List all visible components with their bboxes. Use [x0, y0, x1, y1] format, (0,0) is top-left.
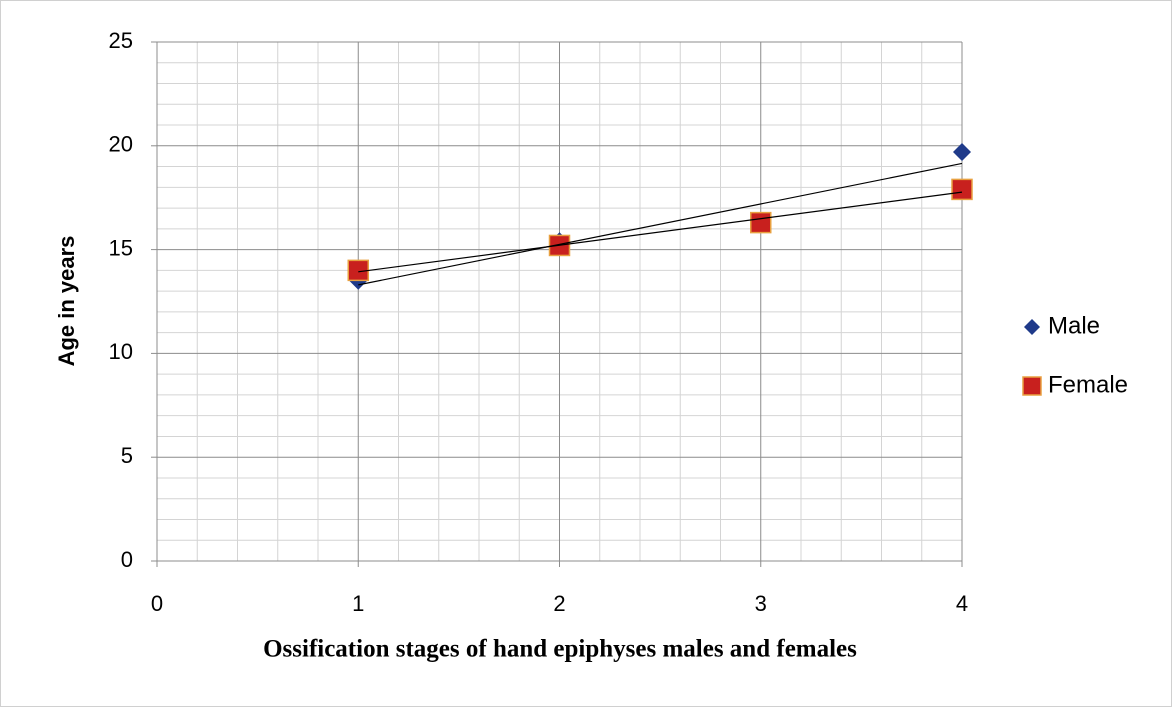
point — [951, 178, 973, 201]
x-tick-label: 3 — [755, 591, 767, 616]
legend-label: Male — [1048, 312, 1100, 339]
y-tick-label: 20 — [109, 132, 133, 157]
legend-marker — [1024, 319, 1040, 335]
y-axis-title: Age in years — [54, 236, 79, 367]
x-tick-label: 0 — [151, 591, 163, 616]
y-tick-label: 10 — [109, 339, 133, 364]
x-tick-label: 4 — [956, 591, 968, 616]
legend-marker — [1022, 376, 1042, 396]
y-tick-label: 0 — [121, 547, 133, 572]
point — [953, 143, 971, 162]
trend-line — [358, 162, 963, 286]
y-tick-label: 15 — [109, 235, 133, 260]
x-tick-label: 1 — [352, 591, 364, 616]
x-axis-title: Ossification stages of hand epiphyses ma… — [263, 636, 857, 663]
trend-line — [358, 191, 963, 273]
y-tick-label: 25 — [109, 28, 133, 53]
point — [750, 211, 772, 234]
x-tick-label: 2 — [553, 591, 565, 616]
legend-label: Female — [1048, 371, 1128, 398]
y-tick-label: 5 — [121, 443, 133, 468]
